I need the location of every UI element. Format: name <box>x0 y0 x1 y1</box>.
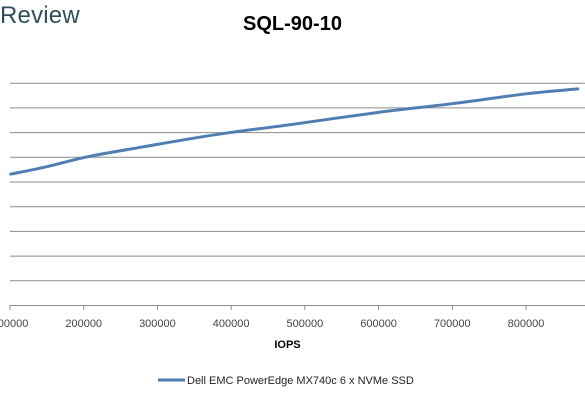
series-lines <box>9 87 580 176</box>
legend: Dell EMC PowerEdge MX740c 6 x NVMe SSD <box>158 375 414 387</box>
chart-title: SQL-90-10 <box>243 13 342 35</box>
x-tick-label: 500000 <box>287 318 324 330</box>
site-watermark: Review <box>0 2 80 29</box>
x-tick-label: 600000 <box>360 318 397 330</box>
x-tick-label: 200000 <box>65 318 102 330</box>
x-tick-label: 300000 <box>139 318 176 330</box>
x-tick-label: 700000 <box>434 318 471 330</box>
legend-label: Dell EMC PowerEdge MX740c 6 x NVMe SSD <box>187 375 414 387</box>
gridlines <box>10 82 585 306</box>
x-tick-label: 800000 <box>508 318 545 330</box>
x-axis-label: IOPS <box>274 339 300 351</box>
series-line <box>9 87 580 176</box>
x-tick-label: 400000 <box>213 318 250 330</box>
